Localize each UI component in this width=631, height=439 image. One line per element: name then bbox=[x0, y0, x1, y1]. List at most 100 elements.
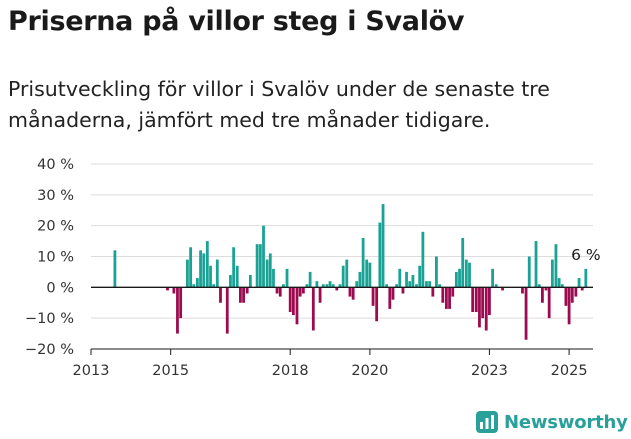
bar bbox=[321, 284, 325, 288]
bar bbox=[268, 253, 272, 288]
bar bbox=[471, 287, 475, 312]
bar bbox=[328, 281, 332, 288]
bar bbox=[375, 287, 379, 322]
bar bbox=[325, 284, 329, 288]
bar bbox=[265, 259, 269, 288]
bar bbox=[371, 287, 375, 306]
bar bbox=[361, 238, 365, 288]
bar bbox=[239, 287, 242, 303]
bar bbox=[441, 287, 445, 303]
bar bbox=[202, 253, 206, 288]
bar bbox=[560, 284, 564, 288]
last-value-annotation: 6 % bbox=[571, 246, 601, 264]
bar bbox=[421, 231, 425, 288]
bar bbox=[537, 284, 541, 288]
bar bbox=[318, 287, 322, 303]
bar bbox=[428, 281, 432, 288]
bar bbox=[219, 287, 222, 303]
bar bbox=[225, 287, 229, 334]
bar bbox=[186, 259, 189, 288]
bar bbox=[242, 287, 245, 303]
bar bbox=[481, 287, 485, 319]
bar bbox=[385, 284, 389, 288]
bar bbox=[524, 287, 528, 340]
bar bbox=[527, 256, 531, 288]
x-tick-label: 2015 bbox=[152, 363, 189, 379]
bar bbox=[484, 287, 488, 331]
bar bbox=[278, 287, 282, 297]
bar bbox=[418, 265, 422, 288]
bar bbox=[258, 244, 262, 288]
bar bbox=[345, 259, 349, 288]
bar bbox=[431, 287, 435, 297]
bar bbox=[534, 241, 538, 288]
chart-title: Priserna på villor steg i Svalöv bbox=[8, 6, 465, 37]
bar bbox=[209, 265, 212, 288]
bar bbox=[113, 250, 117, 288]
bar bbox=[398, 268, 402, 288]
bar bbox=[454, 271, 458, 288]
bar bbox=[338, 284, 342, 288]
bar bbox=[351, 287, 355, 300]
bar bbox=[199, 250, 202, 288]
bar bbox=[179, 287, 183, 319]
bar bbox=[388, 287, 392, 309]
bar bbox=[229, 275, 232, 288]
bar bbox=[195, 278, 199, 288]
bar bbox=[311, 287, 315, 331]
bar bbox=[315, 281, 319, 288]
chart-subtitle: Prisutveckling för villor i Svalöv under… bbox=[8, 77, 550, 132]
bar bbox=[176, 287, 179, 334]
bar bbox=[521, 287, 524, 294]
bar bbox=[295, 287, 299, 325]
bar bbox=[298, 287, 302, 297]
bar bbox=[488, 287, 491, 316]
bar bbox=[335, 287, 339, 291]
bar bbox=[501, 287, 504, 291]
bar bbox=[401, 287, 405, 294]
bar bbox=[172, 287, 176, 294]
bar bbox=[458, 268, 461, 288]
grid-lines bbox=[91, 163, 593, 350]
bar bbox=[435, 256, 438, 288]
bar bbox=[554, 244, 558, 288]
bar bbox=[291, 287, 295, 316]
bar bbox=[584, 268, 588, 288]
y-tick-label: 0 % bbox=[46, 280, 74, 296]
bar bbox=[541, 287, 544, 303]
bar bbox=[564, 287, 568, 306]
bar bbox=[415, 284, 418, 288]
bar bbox=[494, 284, 498, 288]
bar bbox=[166, 287, 169, 291]
bars bbox=[113, 204, 588, 340]
bar bbox=[544, 287, 548, 291]
bar bbox=[468, 262, 471, 288]
bar bbox=[215, 259, 219, 288]
bar bbox=[331, 284, 335, 288]
bar bbox=[550, 259, 554, 288]
y-tick-label: 40 % bbox=[37, 157, 74, 173]
bar bbox=[355, 281, 359, 288]
bar bbox=[577, 278, 581, 288]
bar bbox=[348, 287, 352, 297]
bar bbox=[391, 287, 395, 300]
newsworthy-logo: Newsworthy bbox=[476, 409, 628, 435]
bar bbox=[248, 275, 252, 288]
bar bbox=[308, 271, 312, 288]
bar bbox=[365, 259, 369, 288]
x-tick-label: 2013 bbox=[73, 363, 110, 379]
bar bbox=[461, 238, 465, 288]
bar bbox=[189, 247, 193, 288]
brand-name: Newsworthy bbox=[504, 411, 628, 433]
bar bbox=[378, 222, 382, 288]
bar bbox=[567, 287, 571, 325]
x-tick-label: 2018 bbox=[272, 363, 309, 379]
bar bbox=[358, 271, 362, 288]
bar bbox=[232, 247, 236, 288]
y-tick-label: 30 % bbox=[37, 188, 74, 204]
x-tick-label: 2020 bbox=[351, 363, 388, 379]
y-tick-label: 10 % bbox=[37, 250, 74, 266]
x-tick-label: 2025 bbox=[551, 363, 588, 379]
newsworthy-logo-icon bbox=[476, 411, 498, 433]
bar bbox=[368, 262, 372, 288]
